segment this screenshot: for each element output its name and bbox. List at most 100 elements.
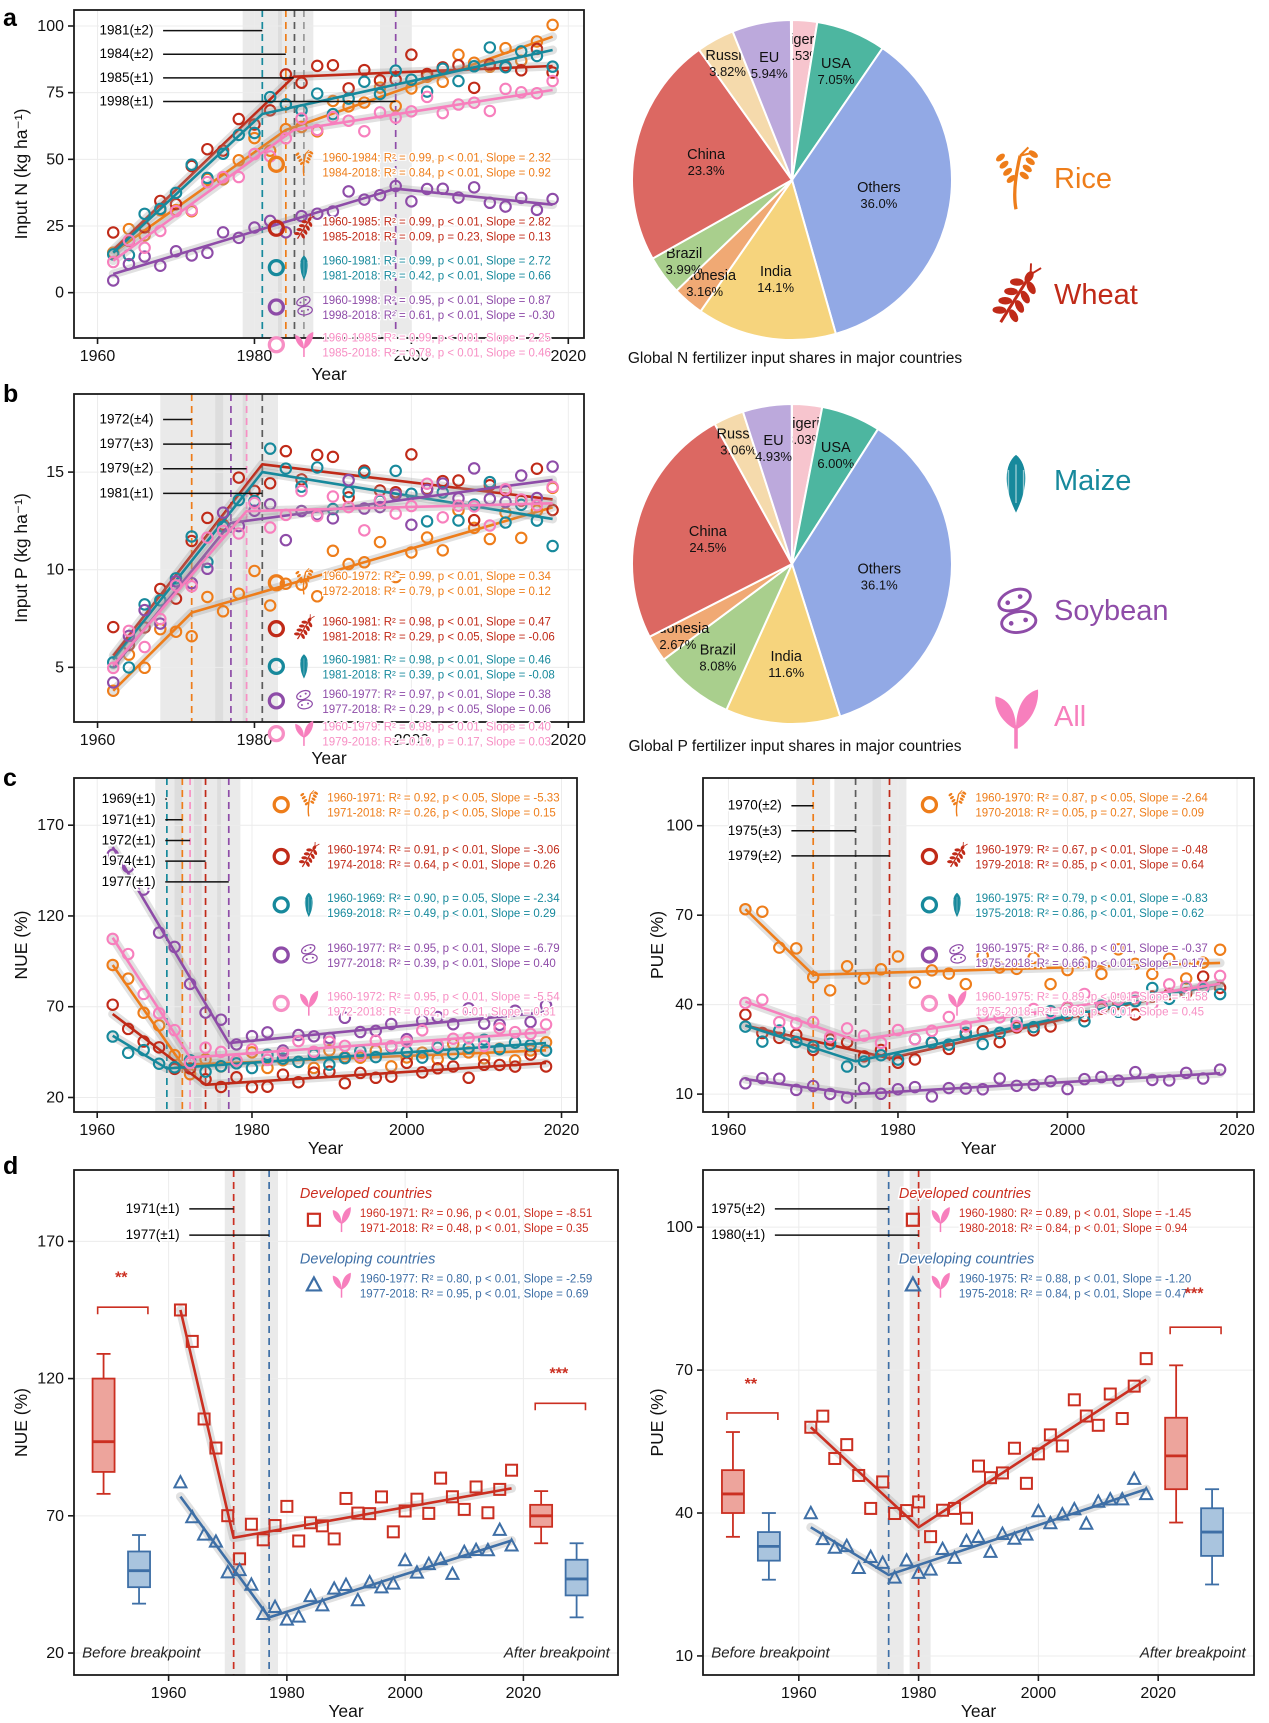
legend-stat-line: 1960-1985: R² = 0.99, p < 0.01, Slope = … [322,333,551,345]
y-axis-label: Input P (kg ha⁻¹) [11,493,31,623]
pie-value: 3.82% [709,64,746,79]
legend-stat-line: 1979-2018: R² = 0.85, p < 0.01, Slope = … [975,859,1204,871]
pie-slice-eu [741,402,793,565]
legend-stat-line: 1974-2018: R² = 0.64, p < 0.01, Slope = … [327,859,556,871]
legend-stat-line: 1981-2018: R² = 0.29, p < 0.05, Slope = … [322,632,554,644]
scatter-series [739,902,1227,997]
svg-text:2000: 2000 [1050,1122,1086,1139]
legend-stat-line: 1977-2018: R² = 0.95, p < 0.01, Slope = … [360,1288,589,1300]
legend-stat-line: 1960-1975: R² = 0.86, p < 0.01, Slope = … [975,943,1207,955]
legend-stat-line: 1972-2018: R² = 0.79, p < 0.01, Slope = … [322,586,551,598]
maize-icon [953,892,961,918]
rice-icon [295,568,314,595]
soybean-icon [296,296,313,316]
wheat-icon [992,263,1042,324]
all-icon [332,1272,351,1298]
svg-text:170: 170 [37,1233,64,1250]
maize-icon [300,255,308,280]
all-icon [931,1207,950,1233]
maize-icon [304,892,313,918]
maize-icon [300,654,308,679]
pie-slice-india [699,177,838,341]
soybean-icon [296,689,313,710]
pie-slice-china [631,48,794,260]
scatter-series [172,1473,520,1626]
all-icon [931,1272,950,1298]
legend-stat-line: 1960-1979: R² = 0.98, p < 0.01, Slope = … [322,722,551,734]
legend-group-title: Developed countries [300,1186,432,1202]
pie-label: Nigeria [782,416,829,432]
legend-stat-line: 1971-2018: R² = 0.48, p < 0.01, Slope = … [360,1223,589,1235]
legend-stat-line: 1985-2018: R² = 0.78, p < 0.01, Slope = … [322,348,551,360]
x-axis-label: Year [311,748,347,768]
breakpoint-callout: 1979(±2) [728,848,782,863]
legend-stat-line: 1960-1972: R² = 0.99, p < 0.01, Slope = … [322,571,551,583]
svg-text:5: 5 [55,659,64,676]
legend-stat-line: 1969-2018: R² = 0.49, p < 0.01, Slope = … [327,908,556,920]
soybean-label: Soybean [1054,594,1169,627]
legend-stat-line: 1960-1975: R² = 0.79, p < 0.01, Slope = … [975,893,1207,905]
scatter-series [106,41,559,262]
pie-value: 6.00% [817,456,854,471]
trend-line [112,462,553,657]
scatter-series [106,848,553,1057]
breakpoint-callout: 1972(±4) [100,412,154,427]
breakpoint-callout: 1979(±2) [100,461,154,476]
legend-stat-line: 1977-2018: R² = 0.39, p < 0.01, Slope = … [327,958,556,970]
rice-icon [995,146,1038,210]
breakpoint-callout: 1974(±1) [102,853,156,868]
pie-label: EU [763,433,783,449]
svg-text:20: 20 [46,1089,64,1106]
breakpoint-callout: 1975(±3) [728,823,782,838]
legend-item-maize: Maize [988,448,1131,514]
significance-mark: ** [115,1270,128,1287]
svg-text:25: 25 [46,218,64,235]
x-axis-label: Year [308,1138,344,1158]
svg-text:2020: 2020 [551,732,587,749]
legend-item-all: All [988,684,1086,750]
pie-label: EU [759,50,779,66]
pie-label: China [689,524,728,540]
annotation: Before breakpoint [82,1644,201,1661]
trend-line [112,88,553,262]
svg-text:170: 170 [37,817,64,834]
panel-label-b: b [3,380,19,408]
pie-label: India [760,264,792,280]
soybean-icon [997,587,1038,634]
legend-stat-line: 1975-2018: R² = 0.66, p < 0.01, Slope = … [975,958,1204,970]
boxplot [1164,1416,1189,1491]
legend-stat-line: 1972-2018: R² = 0.62, p < 0.01, Slope = … [327,1006,556,1018]
panel-label-c: c [3,764,17,792]
svg-text:0: 0 [55,285,64,302]
wheat-icon [294,213,315,240]
scatter-series [106,932,553,1070]
breakpoint-callout: 1972(±1) [102,832,156,847]
svg-text:100: 100 [666,818,693,835]
legend-stat-line: 1960-1977: R² = 0.95, p < 0.01, Slope = … [327,943,559,955]
all-icon [948,990,967,1016]
significance-mark: *** [550,1366,569,1383]
pie-label: Russia [705,48,750,64]
scatter-series [803,1470,1154,1584]
breakpoint-callout: 1977(±1) [126,1227,180,1242]
rice-icon [300,789,319,817]
svg-text:2000: 2000 [387,1685,423,1702]
legend-stat-line: 1960-1971: R² = 0.96, p < 0.01, Slope = … [360,1208,592,1220]
scatter-series [739,1063,1227,1104]
svg-text:2000: 2000 [1021,1685,1057,1702]
legend-stat-line: 1960-1971: R² = 0.92, p < 0.05, Slope = … [327,793,559,805]
boxplot [721,1469,745,1514]
x-axis-label: Year [961,1138,997,1158]
breakpoint-callout: 1981(±2) [100,23,154,38]
scatter-series [106,460,559,689]
pie-value: 8.08% [699,658,736,673]
legend-stat-line: 1998-2018: R² = 0.61, p < 0.01, Slope = … [322,310,554,322]
svg-text:1960: 1960 [781,1685,817,1702]
panel-label-a: a [3,4,17,32]
n-pie-caption: Global N fertilizer input shares in majo… [627,350,963,367]
wheat-label: Wheat [1054,278,1138,311]
soybean-icon [300,944,318,964]
pie-slice-others [790,46,953,336]
legend-item-soybean: Soybean [988,578,1169,644]
